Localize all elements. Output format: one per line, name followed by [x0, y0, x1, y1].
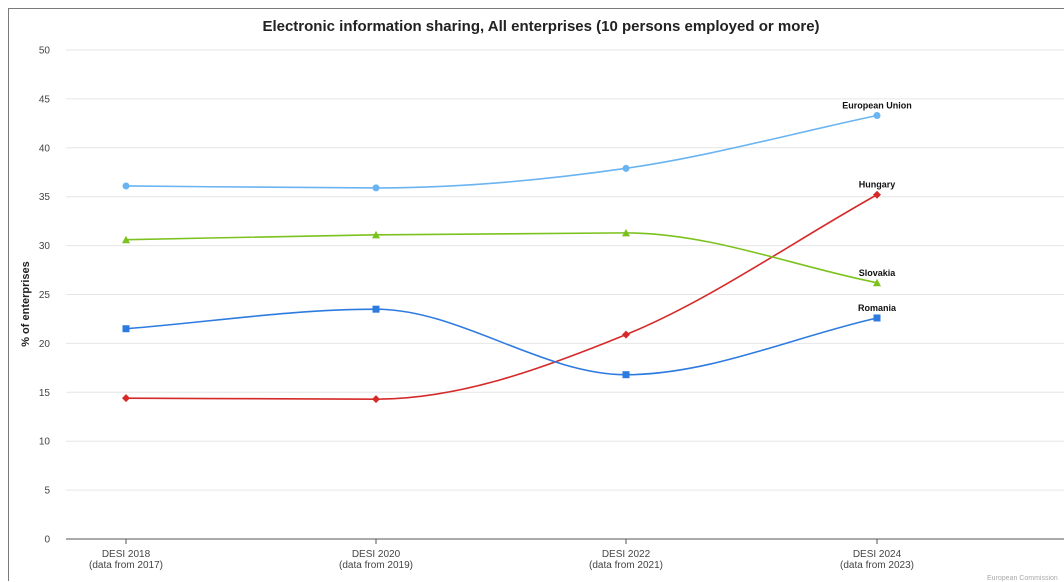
series-label: European Union: [842, 101, 912, 111]
series-labels: European Union Hungary Slovakia Romania: [842, 101, 912, 313]
data-point: [622, 228, 630, 237]
y-axis-label: % of enterprises: [20, 261, 32, 347]
y-tick-label: 20: [39, 339, 51, 350]
data-point: [622, 330, 630, 339]
series-line: [125, 194, 878, 400]
data-point: [873, 190, 881, 199]
y-tick-label: 5: [44, 486, 50, 497]
data-point: [122, 394, 130, 403]
chart-credit: European Commission: [987, 575, 1058, 582]
data-point: [622, 371, 630, 379]
x-tick-label: DESI 2018: [102, 549, 151, 560]
series-lines: [125, 114, 878, 400]
series-line: [125, 114, 878, 189]
y-tick-label: 10: [39, 437, 51, 448]
x-tick-label: DESI 2022: [602, 549, 651, 560]
data-point: [873, 314, 881, 322]
x-tick-sublabel: (data from 2017): [89, 560, 163, 571]
data-point: [873, 278, 881, 287]
data-point: [622, 164, 630, 172]
data-point: [122, 182, 130, 190]
series-label: Slovakia: [859, 268, 897, 278]
data-point: [122, 325, 130, 333]
grid-lines: [66, 49, 1064, 491]
series-label: Hungary: [859, 180, 896, 190]
y-tick-label: 50: [39, 46, 51, 57]
y-tick-label: 25: [39, 290, 51, 301]
y-tick-label: 35: [39, 192, 51, 203]
x-tick-sublabel: (data from 2019): [339, 560, 413, 571]
y-tick-label: 45: [39, 94, 51, 105]
y-tick-label: 0: [44, 535, 50, 546]
series-line: [125, 308, 878, 376]
chart-frame: 0 5 10 15 20 25 30 35 40 45 50 DESI 2018 (data from …: [8, 8, 1064, 582]
series-label: Romania: [858, 303, 897, 313]
data-point: [372, 305, 380, 313]
data-point: [372, 395, 380, 404]
series-line: [125, 232, 878, 284]
data-point: [372, 184, 380, 192]
y-tick-label: 15: [39, 388, 51, 399]
x-tick-sublabel: (data from 2021): [589, 560, 663, 571]
x-tick-label: DESI 2020: [352, 549, 401, 560]
chart-title: Electronic information sharing, All ente…: [262, 18, 819, 35]
data-point: [372, 230, 380, 239]
y-tick-label: 30: [39, 241, 51, 252]
x-tick-label: DESI 2024: [853, 549, 902, 560]
data-point: [122, 235, 130, 244]
y-tick-label: 40: [39, 143, 51, 154]
series-markers: [122, 112, 881, 404]
data-point: [873, 112, 881, 120]
x-tick-sublabel: (data from 2023): [840, 560, 914, 571]
